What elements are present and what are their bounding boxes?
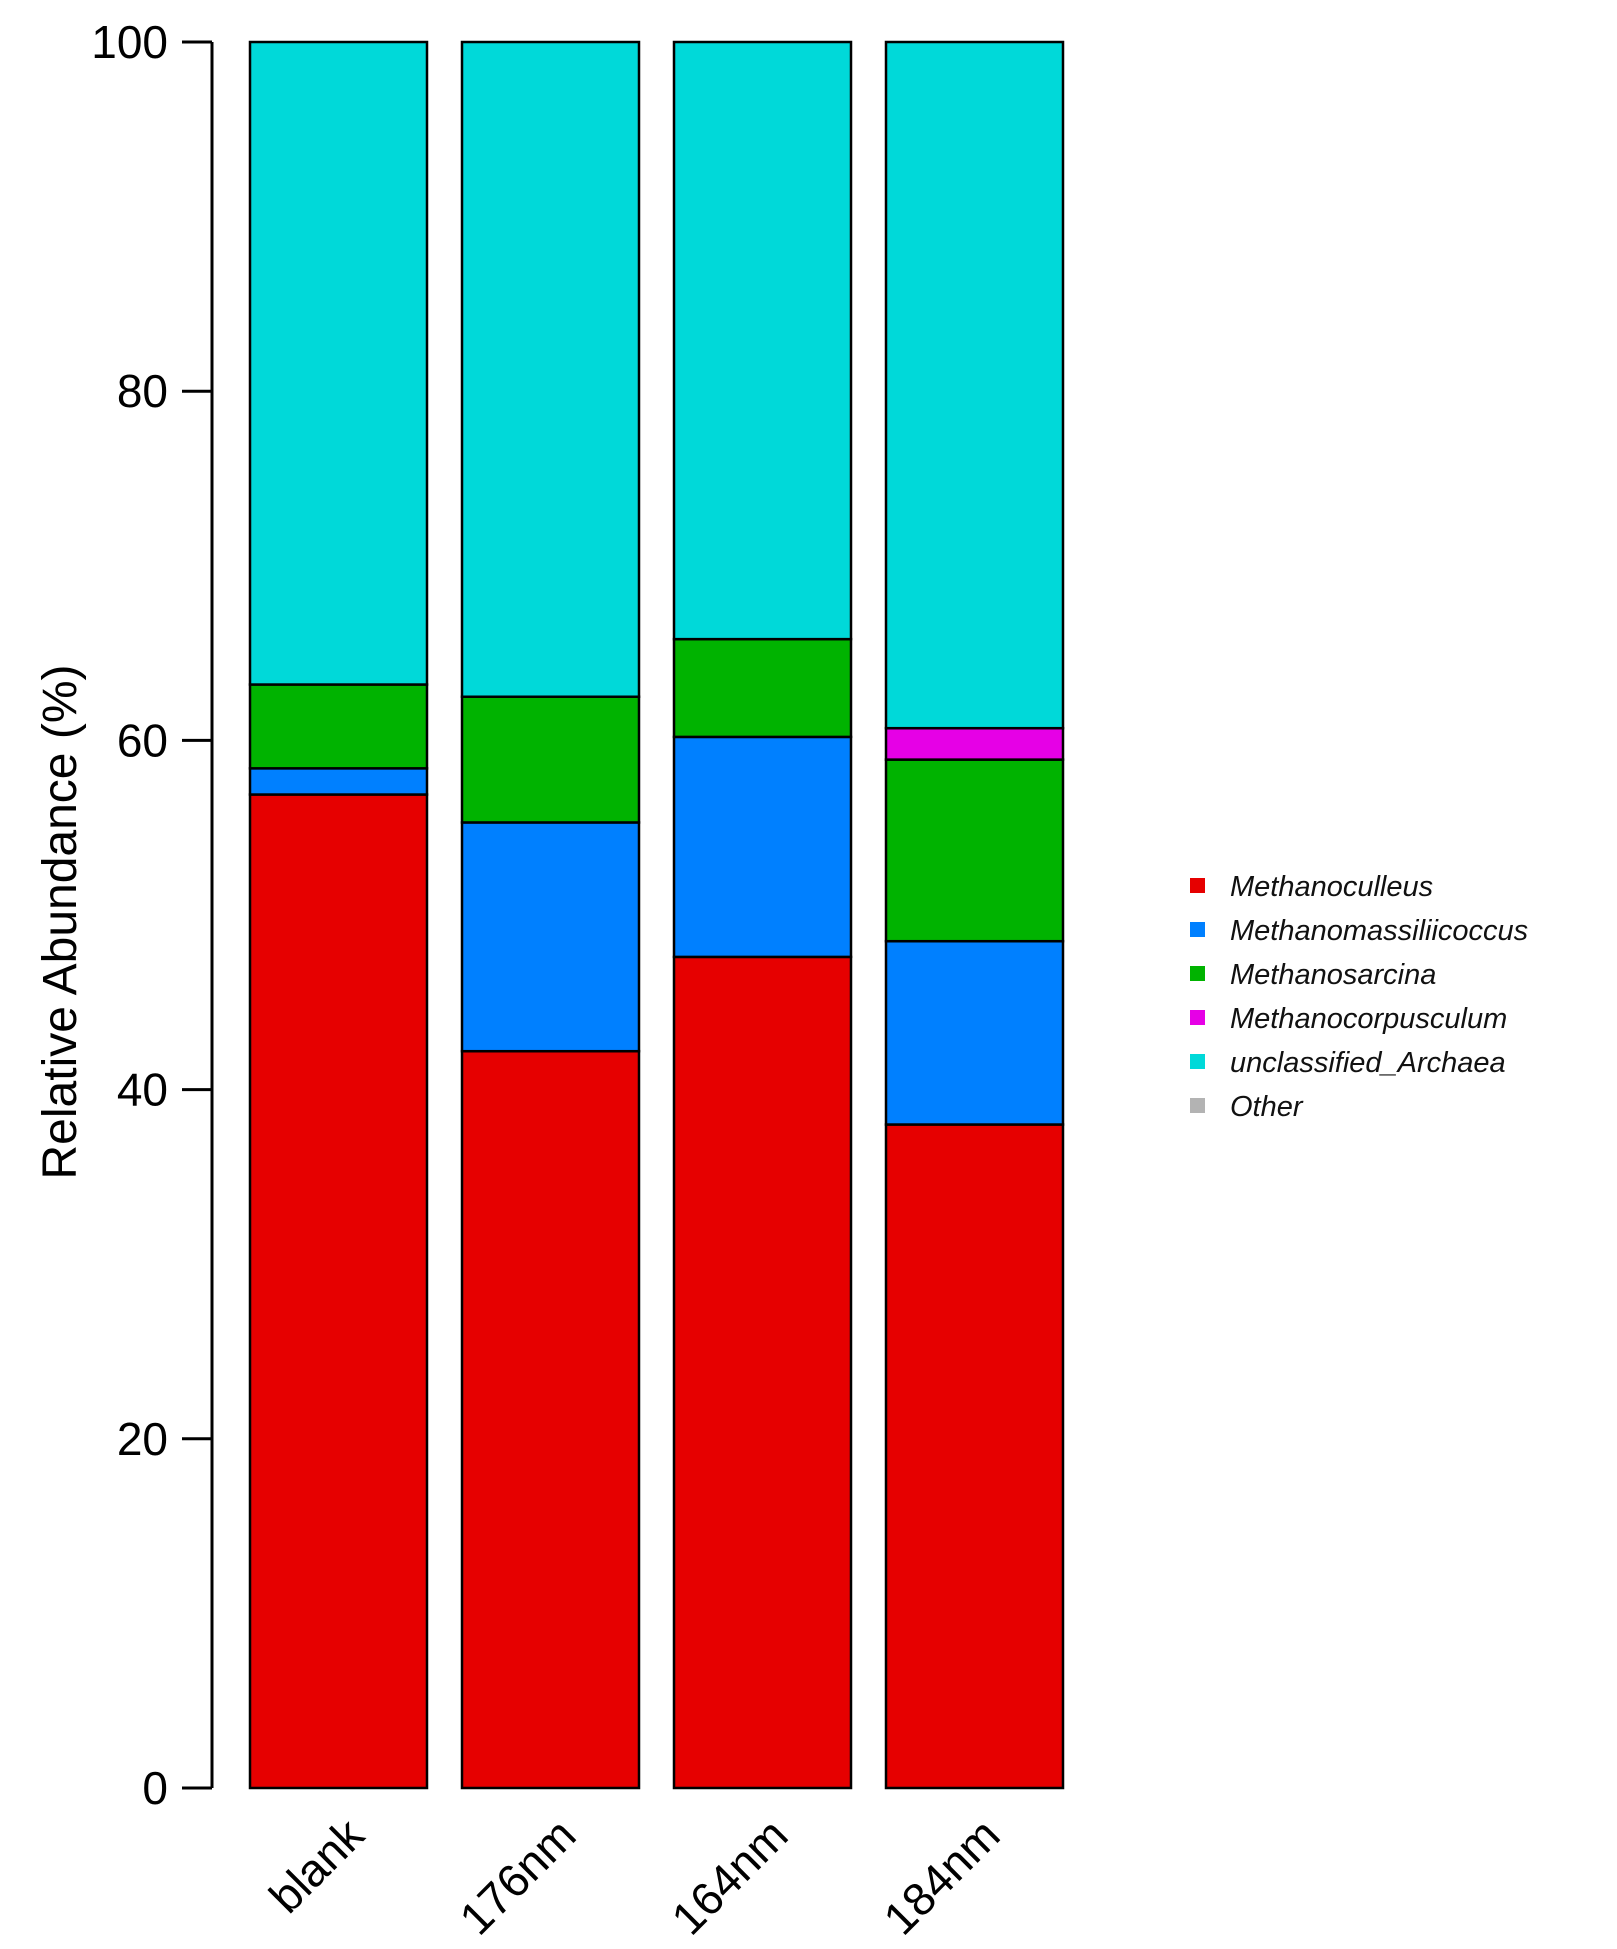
bar-segment-methanomassiliicoccus	[672, 735, 853, 959]
legend-swatch	[1190, 922, 1205, 937]
x-tick-label: blank	[259, 1808, 374, 1923]
legend-item: Methanoculleus	[1190, 871, 1433, 903]
legend-label: Methanocorpusculum	[1230, 1003, 1507, 1035]
bar-stack-184nm	[884, 40, 1065, 1790]
bar-segment-methanosarcina	[884, 758, 1065, 943]
bar-segment-unclassified-archaea	[460, 40, 641, 698]
legend-swatch	[1190, 878, 1205, 893]
y-axis-title: Relative Abundance (%)	[34, 665, 87, 1180]
bar-segment-methanocorpusculum	[884, 726, 1065, 761]
legend-item: Methanosarcina	[1190, 959, 1436, 991]
legend-swatch	[1190, 1010, 1205, 1025]
bar-segment-methanoculleus	[672, 955, 853, 1790]
y-tick-label: 80	[117, 365, 168, 417]
legend-item: unclassified_Archaea	[1190, 1047, 1506, 1079]
bar-segment-unclassified-archaea	[672, 40, 853, 641]
bar-segment-unclassified-archaea	[884, 40, 1065, 730]
legend: Methanoculleus Methanomassiliicoccus Metha…	[1190, 871, 1528, 1123]
legend-label: Methanosarcina	[1230, 959, 1436, 991]
legend-label: Methanoculleus	[1230, 871, 1433, 903]
y-tick-label: 40	[117, 1064, 168, 1116]
legend-item: Methanocorpusculum	[1190, 1003, 1507, 1035]
bar-segment-methanomassiliicoccus	[884, 939, 1065, 1126]
bar-segment-unclassified-archaea	[248, 40, 429, 686]
y-tick-label: 20	[117, 1413, 168, 1465]
x-tick-label: 176nm	[449, 1808, 585, 1944]
bar-stacks	[248, 40, 1065, 1790]
bar-segment-methanomassiliicoccus	[460, 821, 641, 1053]
bar-segment-methanoculleus	[460, 1049, 641, 1790]
bar-segment-methanosarcina	[460, 695, 641, 824]
y-axis: 0 20 40 60 80 100	[91, 16, 214, 1814]
legend-swatch	[1190, 966, 1205, 981]
x-tick-label: 164nm	[661, 1808, 797, 1944]
bar-segment-methanosarcina	[248, 683, 429, 770]
y-tick-label: 60	[117, 714, 168, 766]
bar-segment-methanoculleus	[248, 793, 429, 1790]
legend-swatch	[1190, 1054, 1205, 1069]
y-tick-label: 0	[142, 1762, 168, 1814]
bar-stack-blank	[248, 40, 429, 1790]
x-axis-labels: blank 176nm 164nm 184nm	[259, 1808, 1010, 1945]
legend-item: Methanomassiliicoccus	[1190, 915, 1528, 947]
legend-item: Other	[1190, 1091, 1304, 1123]
bar-stack-164nm	[672, 40, 853, 1790]
bar-stack-176nm	[460, 40, 641, 1790]
legend-label: unclassified_Archaea	[1230, 1047, 1506, 1079]
legend-label: Other	[1230, 1091, 1304, 1123]
bar-segment-methanoculleus	[884, 1123, 1065, 1790]
y-tick-label: 100	[91, 16, 168, 68]
legend-swatch	[1190, 1098, 1205, 1113]
bar-segment-methanosarcina	[672, 637, 853, 739]
legend-label: Methanomassiliicoccus	[1230, 915, 1528, 947]
bar-segment-methanomassiliicoccus	[248, 767, 429, 796]
x-tick-label: 184nm	[873, 1808, 1009, 1944]
